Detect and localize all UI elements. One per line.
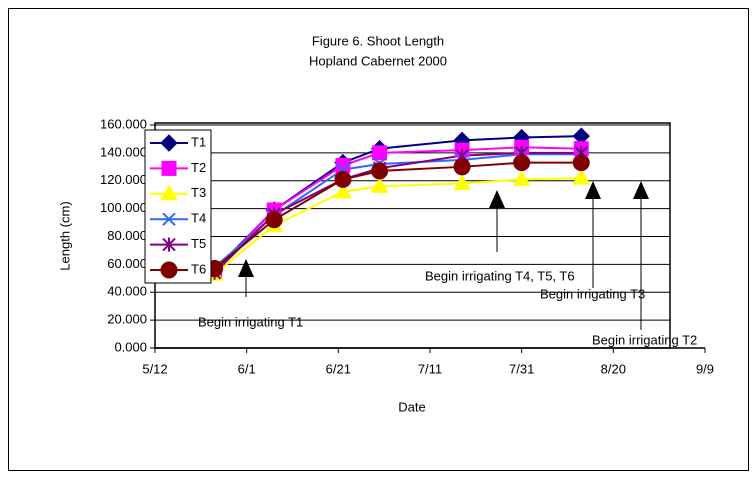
x-tick-label: 6/1	[238, 361, 256, 376]
legend-label: T1	[191, 134, 206, 149]
annotation: Begin irrigating T3	[540, 286, 645, 301]
annotation-arrowhead	[489, 190, 505, 208]
marker	[162, 212, 176, 226]
x-tick-label: 9/9	[696, 361, 714, 376]
x-axis-label: Date	[398, 399, 425, 414]
marker	[572, 154, 590, 172]
marker	[513, 154, 531, 172]
marker	[372, 145, 388, 161]
legend-label: T6	[191, 261, 206, 276]
marker	[512, 170, 531, 186]
y-tick-label: 20.000	[107, 312, 147, 327]
legend-box	[144, 129, 212, 284]
annotation: Begin irrigating T2	[592, 332, 697, 347]
marker	[334, 182, 352, 199]
y-tick-label: 160.000	[100, 116, 147, 131]
marker	[162, 237, 176, 252]
chart-title: Figure 6. Shoot Length	[312, 33, 444, 48]
chart-subtitle: Hopland Cabernet 2000	[309, 53, 447, 68]
marker	[572, 168, 591, 185]
y-tick-label: 0.000	[114, 339, 147, 354]
annotation-arrowhead	[633, 181, 649, 199]
annotation: Begin irrigating T1	[198, 314, 303, 329]
y-tick-label: 60.000	[107, 256, 147, 271]
marker	[161, 160, 177, 176]
marker	[453, 158, 471, 176]
legend-label: T3	[191, 185, 206, 200]
marker	[334, 170, 352, 188]
marker	[371, 162, 389, 180]
marker	[160, 184, 178, 201]
y-tick-label: 40.000	[107, 284, 147, 299]
x-tick-label: 8/20	[601, 361, 626, 376]
x-tick-label: 7/31	[509, 361, 534, 376]
y-axis-label: Length (cm)	[57, 201, 72, 270]
legend: T1 T2 T3 T4 T5 T6	[144, 129, 212, 284]
marker	[265, 211, 283, 229]
legend-label: T4	[191, 211, 206, 226]
annotation: Begin irrigating T4, T5, T6	[425, 268, 575, 283]
x-tick-label: 7/11	[418, 361, 442, 376]
marker	[453, 174, 471, 191]
marker	[160, 134, 178, 152]
legend-label: T5	[191, 236, 206, 251]
legend-label: T2	[191, 160, 206, 175]
y-tick-label: 100.000	[100, 200, 147, 215]
x-tick-label: 5/12	[142, 361, 167, 376]
y-tick-label: 140.000	[100, 144, 147, 159]
x-tick-label: 6/21	[326, 361, 351, 376]
annotation-arrowhead	[238, 259, 254, 277]
y-tick-label: 120.000	[100, 172, 147, 187]
marker	[370, 177, 389, 193]
y-tick-label: 80.000	[107, 228, 147, 243]
annotation-arrowhead	[585, 181, 601, 199]
marker	[160, 261, 178, 279]
